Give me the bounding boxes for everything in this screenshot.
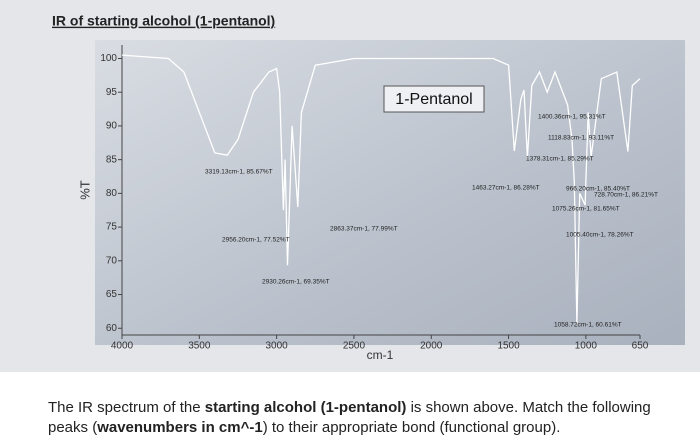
caption: The IR spectrum of the starting alcohol …: [48, 398, 668, 438]
y-tick-label: 90: [106, 121, 118, 132]
peak-annotation: 2930.26cm-1, 69.35%T: [262, 279, 330, 286]
y-tick-label: 85: [106, 154, 118, 165]
caption-segment: wavenumbers in cm^-1: [97, 419, 263, 436]
peak-annotation: 1075.26cm-1, 81.65%T: [552, 206, 620, 213]
peak-annotation: 1005.40cm-1, 78.26%T: [566, 232, 634, 239]
x-axis-label: cm-1: [367, 348, 394, 362]
x-tick-label: 650: [632, 341, 649, 352]
x-tick-label: 3000: [266, 341, 289, 352]
y-tick-label: 65: [106, 289, 118, 300]
x-tick-label: 2500: [343, 341, 366, 352]
heading: IR of starting alcohol (1-pentanol): [52, 13, 275, 29]
y-tick-label: 70: [106, 255, 118, 266]
x-tick-label: 3500: [188, 341, 211, 352]
y-tick-label: 60: [106, 323, 118, 334]
x-tick-label: 1500: [497, 341, 520, 352]
caption-segment: ) to their appropriate bond (functional …: [262, 419, 561, 436]
x-tick-label: 4000: [111, 341, 134, 352]
y-tick-label: 100: [100, 53, 117, 64]
peak-annotation: 3319.13cm-1, 85.67%T: [205, 169, 273, 176]
y-tick-label: 95: [106, 87, 118, 98]
legend-entry: 1-Pentanol: [395, 91, 472, 108]
peak-annotation: 1058.72cm-1, 60.61%T: [554, 322, 622, 329]
legend-box: [383, 85, 485, 113]
peak-annotation: 2863.37cm-1, 77.99%T: [330, 226, 398, 233]
peak-annotation: 728.70cm-1, 86.21%T: [594, 192, 658, 199]
y-tick-label: 75: [106, 222, 118, 233]
caption-segment: The IR spectrum of the: [48, 399, 205, 416]
peak-annotation: 1400.36cm-1, 95.31%T: [538, 114, 606, 121]
caption-segment: is shown above. Match the following peak…: [48, 399, 651, 436]
y-axis-label: %T: [77, 180, 92, 200]
peak-annotation: 966.20cm-1, 85.40%T: [566, 186, 630, 193]
caption-segment: starting alcohol (1-pentanol): [204, 399, 407, 416]
peak-annotation: 2956.20cm-1, 77.52%T: [222, 237, 290, 244]
x-tick-label: 1000: [575, 341, 598, 352]
spectrum-line: [121, 54, 641, 325]
peak-annotation: 1118.83cm-1, 93.11%T: [548, 135, 614, 142]
y-tick-label: 80: [106, 188, 118, 199]
peak-annotation: 1378.31cm-1, 85.29%T: [526, 156, 594, 163]
peak-annotation: 1463.27cm-1, 86.28%T: [472, 185, 540, 192]
x-tick-label: 2000: [420, 341, 443, 352]
